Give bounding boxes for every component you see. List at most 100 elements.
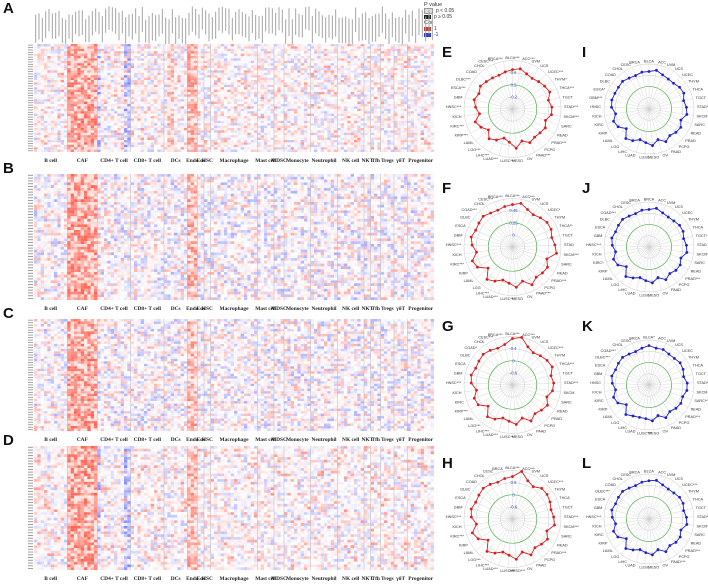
heatmap-cell [70,77,75,81]
heatmap-cell [380,82,385,85]
heatmap-cell [337,75,341,78]
heatmap-cell [300,53,305,57]
heatmap-cell [40,84,45,88]
heatmap-cell [284,108,288,112]
heatmap-cell [197,53,201,57]
heatmap-cell [410,101,415,105]
col-label [208,13,210,42]
heatmap-cell [120,72,125,76]
heatmap-cell [410,48,415,52]
heatmap-cell [414,116,418,119]
heatmap-cell [124,128,128,131]
heatmap-cell [190,132,195,136]
heatmap-cell [160,75,165,78]
heatmap-cell [220,108,225,112]
heatmap-cell [180,123,185,126]
heatmap-cell [287,101,291,105]
heatmap-cell [84,82,88,85]
heatmap-cell [350,53,355,57]
heatmap-cell [137,125,141,129]
heatmap-cell [84,70,88,73]
heatmap-cell [170,80,175,83]
heatmap-cell [424,92,428,95]
heatmap-cell [297,82,301,85]
heatmap-cell [420,92,425,95]
heatmap-cell [110,84,115,88]
heatmap-cell [307,72,311,76]
heatmap-cell [184,46,188,49]
heatmap-cell [394,111,398,114]
heatmap-cell [304,120,308,124]
heatmap-cell [147,135,151,138]
heatmap-cell [230,120,235,124]
heatmap-cell [37,120,41,124]
heatmap-cell [167,48,171,52]
heatmap-cell [274,92,278,95]
heatmap-cell [150,128,155,131]
heatmap-cell [397,135,401,138]
heatmap-cell [77,70,81,73]
heatmap-cell [290,116,295,119]
heatmap-cell [294,46,298,49]
heatmap-cell [157,96,161,100]
heatmap-cell [297,111,301,114]
heatmap-cell [354,65,358,69]
heatmap-cell [307,96,311,100]
heatmap-cell [407,113,411,117]
heatmap-cell [304,63,308,66]
heatmap-cell [254,137,258,141]
heatmap-cell [374,65,378,69]
col-label [255,14,257,41]
heatmap-cell [424,101,428,105]
heatmap-cell [300,70,305,73]
heatmap-cell [47,80,51,83]
heatmap-cell [70,123,75,126]
heatmap-cell [337,99,341,102]
heatmap-cell [150,101,155,105]
heatmap-cell [100,63,105,66]
heatmap-cell [227,118,231,121]
heatmap-cell [380,123,385,126]
heatmap-cell [377,44,381,47]
heatmap-cell [220,87,225,90]
heatmap-cell [337,84,341,88]
heatmap-cell [364,104,368,107]
heatmap-cell [60,56,65,59]
heatmap-cell [50,51,55,54]
col-label [211,16,213,40]
heatmap-cell [364,82,368,85]
heatmap-cell [404,108,408,112]
heatmap-cell [384,72,388,76]
heatmap-cell [87,75,91,78]
heatmap-cell [190,44,195,47]
heatmap-cell [197,99,201,102]
heatmap-cell [424,130,428,133]
heatmap-cell [190,70,195,73]
heatmap-cell [210,137,215,141]
heatmap-cell [234,89,238,93]
heatmap-cell [224,101,228,105]
heatmap-cell [430,58,435,61]
heatmap-cell [70,118,75,121]
heatmap-cell [374,70,378,73]
heatmap-cell [104,94,108,97]
heatmap-cell [247,44,251,47]
heatmap-cell [270,111,275,114]
heatmap-cell [424,60,428,64]
heatmap-cell [327,65,331,69]
heatmap-cell [427,72,431,76]
heatmap-cell [107,132,111,136]
heatmap-cell [357,70,361,73]
heatmap-cell [404,104,408,107]
heatmap-cell [390,123,395,126]
heatmap-cell [257,116,261,119]
heatmap-cell [47,51,51,54]
row-label [28,61,33,63]
heatmap-cell [327,137,331,141]
heatmap-cell [334,113,338,117]
heatmap-cell [117,123,121,126]
heatmap-cell [370,84,375,88]
row-label [28,107,33,108]
heatmap-cell [44,56,48,59]
heatmap-cell [170,84,175,88]
